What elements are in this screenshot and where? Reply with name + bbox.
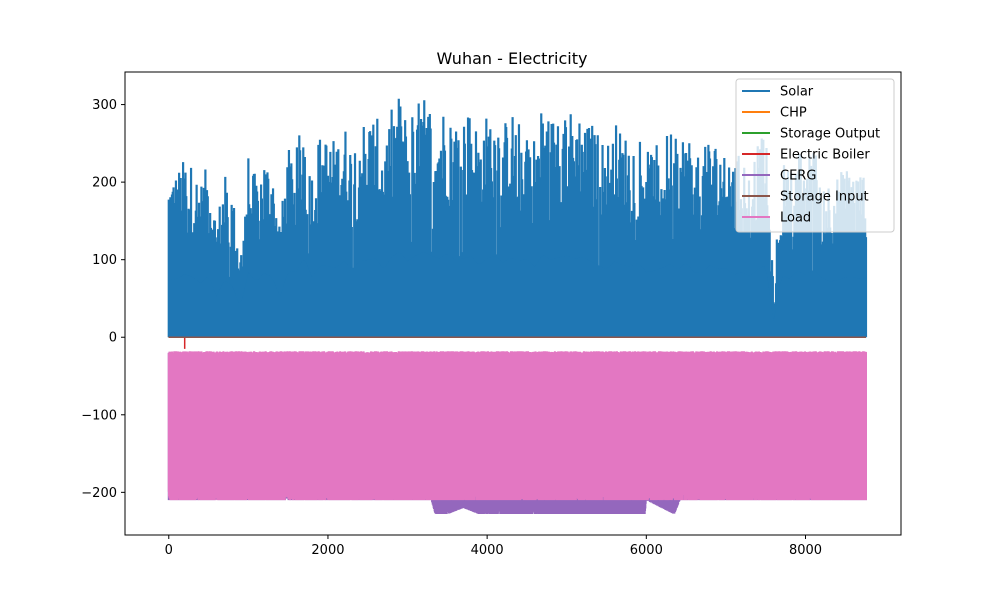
y-axis: −200 −100 0 100 200 300 — [81, 98, 125, 501]
y-tick-label: −100 — [81, 408, 117, 423]
axes-frame — [124, 71, 902, 536]
legend-label-chp: CHP — [780, 106, 807, 121]
x-tick-label: 0 — [165, 543, 173, 558]
legend: Solar CHP Storage Output Electric Boiler CER… — [735, 78, 895, 233]
x-tick-label: 6000 — [630, 543, 663, 558]
series-solar-area — [168, 251, 866, 338]
x-tick-label: 2000 — [311, 543, 344, 558]
y-tick-label: 300 — [92, 98, 117, 113]
y-tick-label: 0 — [109, 331, 117, 346]
legend-label-storage-input: Storage Input — [780, 190, 869, 205]
legend-label-cerg: CERG — [780, 169, 816, 184]
x-axis: 0 2000 4000 6000 8000 — [165, 535, 822, 558]
legend-label-load: Load — [780, 211, 811, 226]
chart-title: Wuhan - Electricity — [437, 49, 588, 68]
legend-label-electric-boiler: Electric Boiler — [780, 148, 870, 163]
legend-box — [735, 78, 895, 233]
plot-area — [167, 98, 868, 515]
y-tick-label: −200 — [81, 486, 117, 501]
legend-label-solar: Solar — [780, 85, 814, 100]
legend-label-storage-output: Storage Output — [780, 127, 880, 142]
x-tick-label: 8000 — [789, 543, 822, 558]
x-tick-label: 4000 — [471, 543, 504, 558]
series-load-line — [167, 351, 867, 501]
y-tick-label: 100 — [92, 253, 117, 268]
y-tick-label: 200 — [92, 176, 117, 191]
